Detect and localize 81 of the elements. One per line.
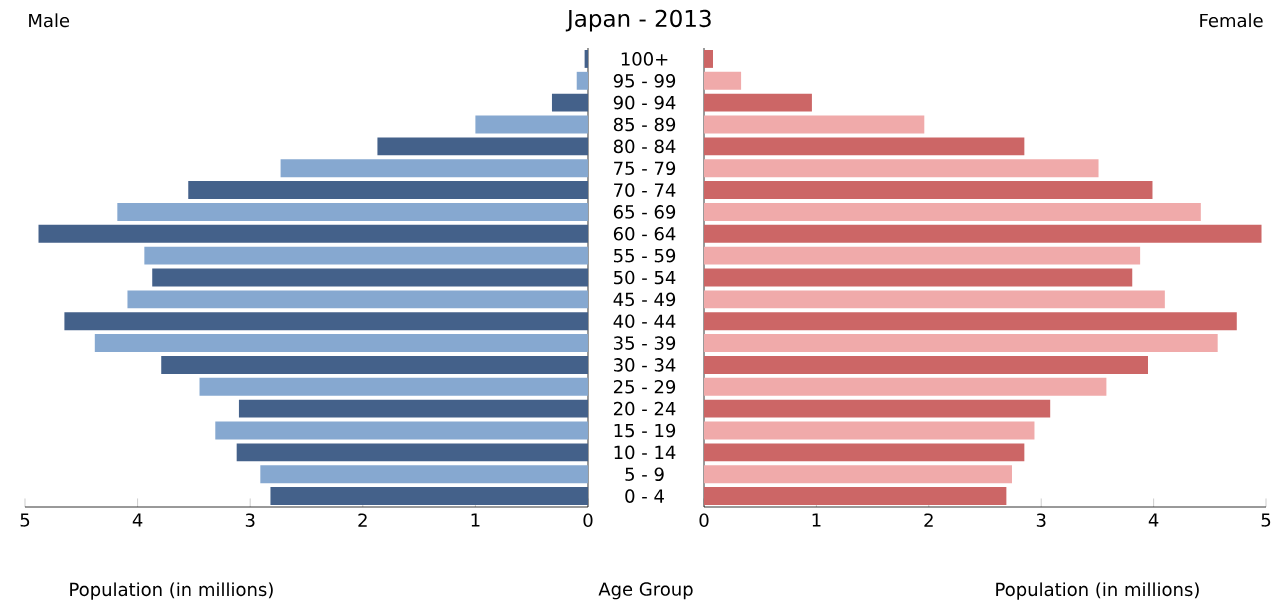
x-tick-label: 1 (471, 513, 480, 527)
bar (475, 115, 588, 134)
y-tick-label: 100+ (621, 52, 668, 66)
bar (584, 49, 588, 68)
y-tick-label: 30 - 34 (614, 358, 676, 372)
bar (260, 465, 588, 484)
y-tick-label: 70 - 74 (614, 183, 676, 197)
bar (704, 93, 812, 112)
bar (704, 487, 1007, 506)
text: Japan - 2013 (565, 9, 711, 32)
bar (236, 443, 588, 462)
bar (551, 93, 588, 112)
text: Male (29, 13, 70, 28)
x-tick-label: 3 (245, 513, 255, 528)
bar (117, 202, 588, 221)
bar (704, 312, 1237, 331)
bar (704, 224, 1262, 243)
y-tick-label: 20 - 24 (613, 401, 676, 416)
y-tick-label: 35 - 39 (614, 336, 676, 350)
bar (238, 399, 588, 418)
bar (704, 159, 1099, 178)
x-tick-label: 3 (1036, 513, 1046, 528)
bar (704, 377, 1107, 396)
bar (280, 159, 588, 178)
y-tick-label: 10 - 14 (614, 445, 676, 460)
x-tick-label: 1 (812, 513, 821, 527)
bar (704, 421, 1035, 440)
bar (576, 71, 588, 90)
bar (704, 49, 713, 68)
bar (94, 334, 588, 353)
bar (199, 377, 588, 396)
y-tick-label: 90 - 94 (613, 95, 676, 110)
bar (704, 465, 1012, 484)
bar (704, 290, 1165, 309)
y-tick-label: 55 - 59 (614, 248, 676, 263)
bar (704, 137, 1025, 156)
y-tick-label: 75 - 79 (614, 161, 676, 176)
bar (704, 355, 1148, 374)
y-tick-label: 95 - 99 (613, 73, 676, 88)
x-tick-label: 0 (583, 513, 593, 528)
y-tick-label: 65 - 69 (613, 205, 676, 219)
bar (270, 487, 588, 506)
bar (127, 290, 588, 309)
y-tick-label: 45 - 49 (613, 292, 676, 307)
x-tick-label: 0 (699, 513, 709, 528)
bar (377, 137, 588, 156)
bar (704, 334, 1218, 353)
y-tick-label: 80 - 84 (613, 139, 676, 154)
y-axis-title: Age Group (598, 582, 693, 600)
bar (704, 443, 1025, 462)
y-tick-label: 40 - 44 (613, 314, 676, 329)
bar (161, 355, 588, 374)
bar (704, 181, 1153, 200)
x-tick-label: 5 (20, 513, 30, 527)
y-tick-label: 15 - 19 (614, 423, 676, 438)
x-tick-label: 2 (358, 513, 367, 527)
x-axis-title: Population (in millions) (70, 582, 273, 600)
y-tick-label: 5 - 9 (625, 467, 664, 482)
x-tick-label: 5 (1261, 513, 1271, 527)
x-tick-label: 4 (1148, 513, 1159, 527)
y-tick-label: 0 - 4 (625, 489, 664, 503)
bar (64, 312, 588, 331)
bar (704, 71, 742, 90)
y-tick-label: 50 - 54 (614, 270, 676, 285)
y-tick-label: 85 - 89 (613, 117, 676, 132)
x-tick-label: 2 (924, 513, 933, 527)
bar (188, 181, 588, 200)
bar (704, 268, 1133, 287)
bar (704, 202, 1201, 221)
bar (704, 399, 1051, 418)
bar (704, 246, 1141, 265)
x-axis-title: Population (in millions) (996, 582, 1199, 600)
bar (215, 421, 588, 440)
y-tick-label: 25 - 29 (613, 379, 676, 394)
text: Female (1200, 13, 1263, 28)
bar (152, 268, 588, 287)
y-tick-label: 60 - 64 (613, 226, 676, 241)
bar (704, 115, 925, 134)
x-tick-label: 4 (132, 513, 143, 527)
bar (38, 224, 588, 243)
bar (144, 246, 588, 265)
